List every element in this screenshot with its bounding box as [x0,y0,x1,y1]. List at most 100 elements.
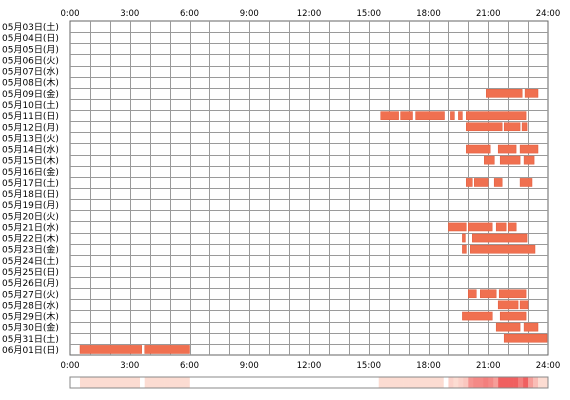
x-tick-label: 9:00 [240,9,259,19]
row-label: 05月30日(金) [2,322,59,334]
activity-bar [498,289,527,299]
density-cell [528,377,534,388]
row-label: 05月29日(木) [2,311,59,323]
y-axis-row-labels: 05月03日(土)05月04日(日)05月05日(月)05月06日(火)05月0… [2,21,59,356]
row-label: 06月01日(日) [2,345,59,356]
density-cell [144,377,150,388]
density-cell [543,377,549,388]
x-tick-label-bottom: 24:00 [536,361,561,371]
density-cell [119,377,126,388]
density-cell [478,377,484,388]
activity-bar [524,89,539,98]
activity-bar [466,144,491,154]
activity-bar [507,222,517,232]
density-cell [513,377,519,388]
row-label: 05月25日(日) [2,267,59,278]
activity-bar [480,289,497,299]
activity-bar [472,233,528,243]
chart-grid [69,20,549,356]
x-tick-label-bottom: 12:00 [297,361,322,371]
density-cell [468,377,474,388]
activity-bar [503,122,521,132]
density-cell [134,377,141,388]
density-cell [179,377,185,388]
density-cell [109,377,116,388]
density-cell [99,377,106,388]
activity-bar [415,111,445,120]
activity-bar [499,155,521,165]
row-label: 05月19日(月) [2,200,59,211]
density-cell [129,377,136,388]
density-cell [498,377,504,388]
density-strip [69,376,549,389]
activity-bar [458,111,463,120]
row-label: 05月09日(金) [2,88,59,100]
activity-bar [468,289,477,299]
activity-bar [519,300,529,310]
x-tick-label: 0:00 [60,9,79,19]
activity-bar [462,233,466,243]
density-cell [398,377,404,388]
activity-bar [497,144,517,154]
activity-bar [79,345,142,354]
activity-bar [493,178,503,187]
activity-bar [380,111,399,120]
activity-bar [144,345,190,354]
density-cell [438,377,444,388]
activity-bar [519,144,539,154]
density-cell [89,377,96,388]
density-cell [448,377,454,388]
row-label: 05月08日(木) [2,77,59,89]
activity-bar [497,300,519,310]
activity-bar [495,322,521,332]
density-cell [453,377,459,388]
x-tick-label-bottom: 15:00 [357,361,382,371]
density-cell [124,377,131,388]
activity-bar [462,311,493,321]
row-label: 05月31日(土) [2,333,59,345]
x-tick-label: 18:00 [416,9,441,19]
activity-bar [519,178,533,187]
density-cell [523,377,529,388]
x-axis-tick-labels: 0:00 3:00 6:00 9:00 12:00 15:00 18:00 21:00 24:0… [60,9,560,19]
x-tick-label-bottom: 9:00 [240,361,259,371]
row-label: 05月17日(土) [2,177,59,189]
density-cell [483,377,489,388]
row-label: 05月07日(水) [2,66,59,78]
row-label: 05月28日(水) [2,299,59,311]
row-label: 05月26日(月) [2,278,59,289]
row-label: 05月18日(日) [2,189,59,200]
x-tick-label: 21:00 [476,9,501,19]
density-cell [433,377,439,388]
activity-bar [468,222,493,232]
activity-bar [474,178,489,187]
density-cell [154,377,160,388]
row-label: 05月05日(月) [2,44,59,55]
activity-bar [466,122,503,132]
activity-bar [503,333,548,343]
activity-bar [450,111,455,120]
x-tick-label: 6:00 [180,9,199,19]
activity-bar [484,155,495,165]
density-cell [383,377,389,388]
density-cell [418,377,424,388]
density-cell [473,377,479,388]
density-cell [463,377,469,388]
activity-bar [495,222,507,232]
x-tick-label-bottom: 3:00 [120,361,139,371]
density-cell [493,377,499,388]
x-tick-label: 3:00 [120,9,139,19]
row-label: 05月22日(木) [2,233,59,245]
row-label: 05月04日(日) [2,33,59,44]
density-cell [388,377,394,388]
x-tick-label-bottom: 18:00 [416,361,441,371]
row-label: 05月12日(月) [2,122,59,133]
density-cell [488,377,494,388]
activity-bar [466,178,473,187]
row-label: 05月16日(金) [2,166,59,178]
row-label: 05月10日(土) [2,99,59,111]
density-cell [184,377,190,388]
density-cell [149,377,155,388]
density-cell [458,377,464,388]
